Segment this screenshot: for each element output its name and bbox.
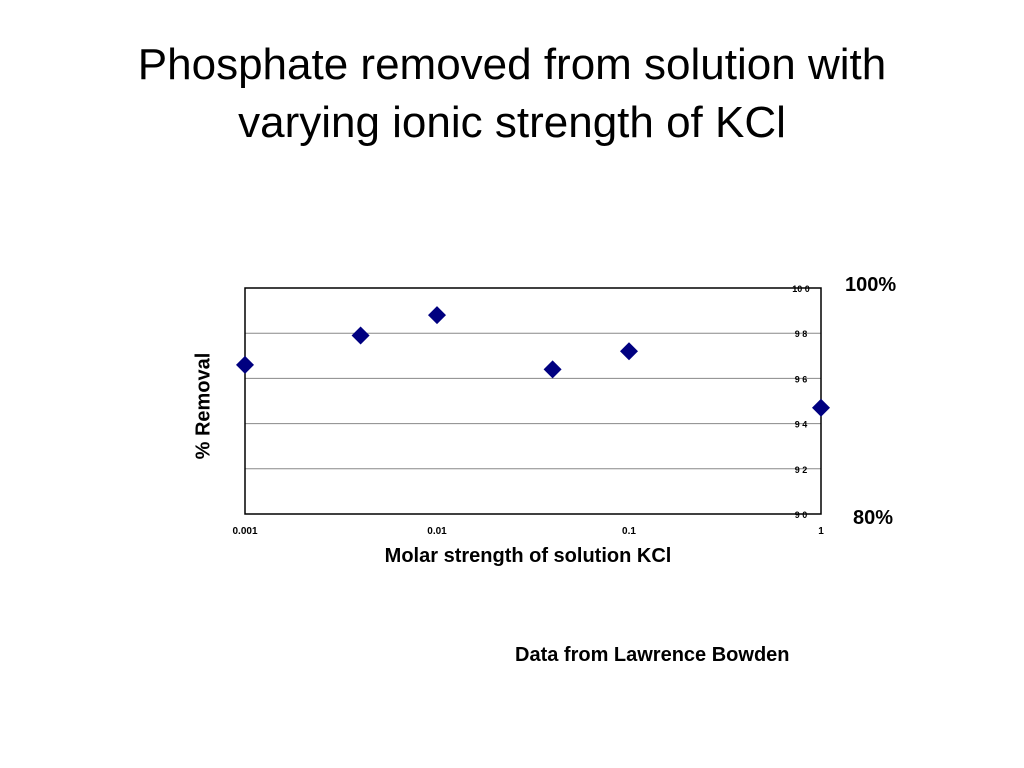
x-tick-label: 0.1 <box>622 526 636 537</box>
x-axis-label: Molar strength of solution KCl <box>384 545 672 567</box>
data-point <box>236 355 254 374</box>
y-tick-label: 10 0 <box>792 284 810 294</box>
y-tick-label: 9 4 <box>795 420 808 430</box>
data-source-credit: Data from Lawrence Bowden <box>515 644 790 666</box>
slide-title: Phosphate removed from solution with var… <box>0 36 1024 152</box>
annotation-80-percent: 80% <box>853 507 894 529</box>
y-tick-label: 9 6 <box>795 374 808 384</box>
title-line-2: varying ionic strength of KCl <box>238 98 786 147</box>
x-tick-label: 1 <box>818 526 824 537</box>
data-point <box>428 306 446 325</box>
annotation-100-percent: 100% <box>845 274 897 296</box>
title-line-1: Phosphate removed from solution with <box>137 40 887 89</box>
y-tick-label: 9 8 <box>795 329 808 339</box>
y-tick-label: 9 0 <box>795 510 808 520</box>
data-point <box>351 326 370 345</box>
data-point <box>620 342 638 361</box>
data-point <box>812 398 830 417</box>
x-tick-label: 0.01 <box>427 526 447 537</box>
plot-area-frame <box>244 287 822 515</box>
x-tick-label: 0.001 <box>232 526 257 537</box>
data-point <box>543 360 562 379</box>
y-axis-label: % Removal <box>192 352 215 460</box>
y-tick-label: 9 2 <box>795 465 808 475</box>
